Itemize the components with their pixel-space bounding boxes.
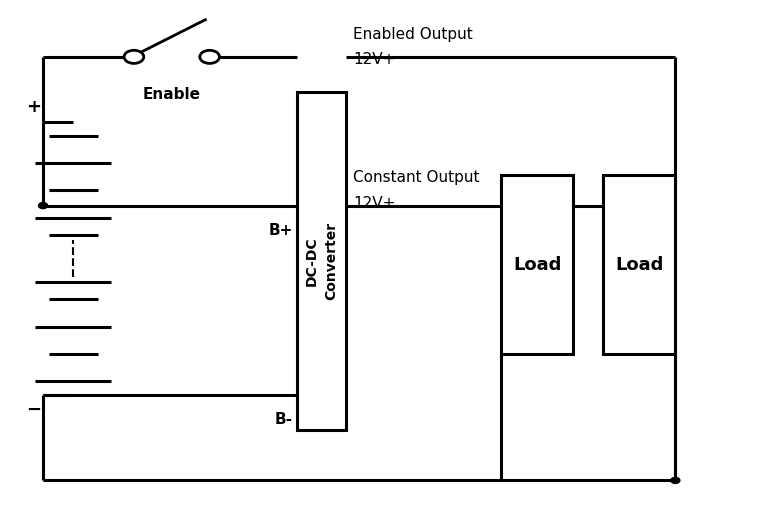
Text: Load: Load [615,256,663,274]
Text: B+: B+ [268,223,293,238]
Text: B-: B- [275,412,293,427]
Text: 12V+: 12V+ [353,196,396,210]
Bar [296,92,346,430]
Text: Enable: Enable [143,87,201,102]
Circle shape [39,203,48,208]
Text: Load: Load [513,256,562,274]
Text: DC-DC
Converter: DC-DC Converter [305,222,338,300]
Bar [501,175,573,354]
Text: Enabled Output: Enabled Output [353,27,473,42]
Circle shape [671,478,680,484]
Bar [603,175,676,354]
Text: +: + [27,98,42,116]
Text: 12V+: 12V+ [353,52,396,67]
Text: −: − [27,401,42,419]
Text: Constant Output: Constant Output [353,170,480,186]
